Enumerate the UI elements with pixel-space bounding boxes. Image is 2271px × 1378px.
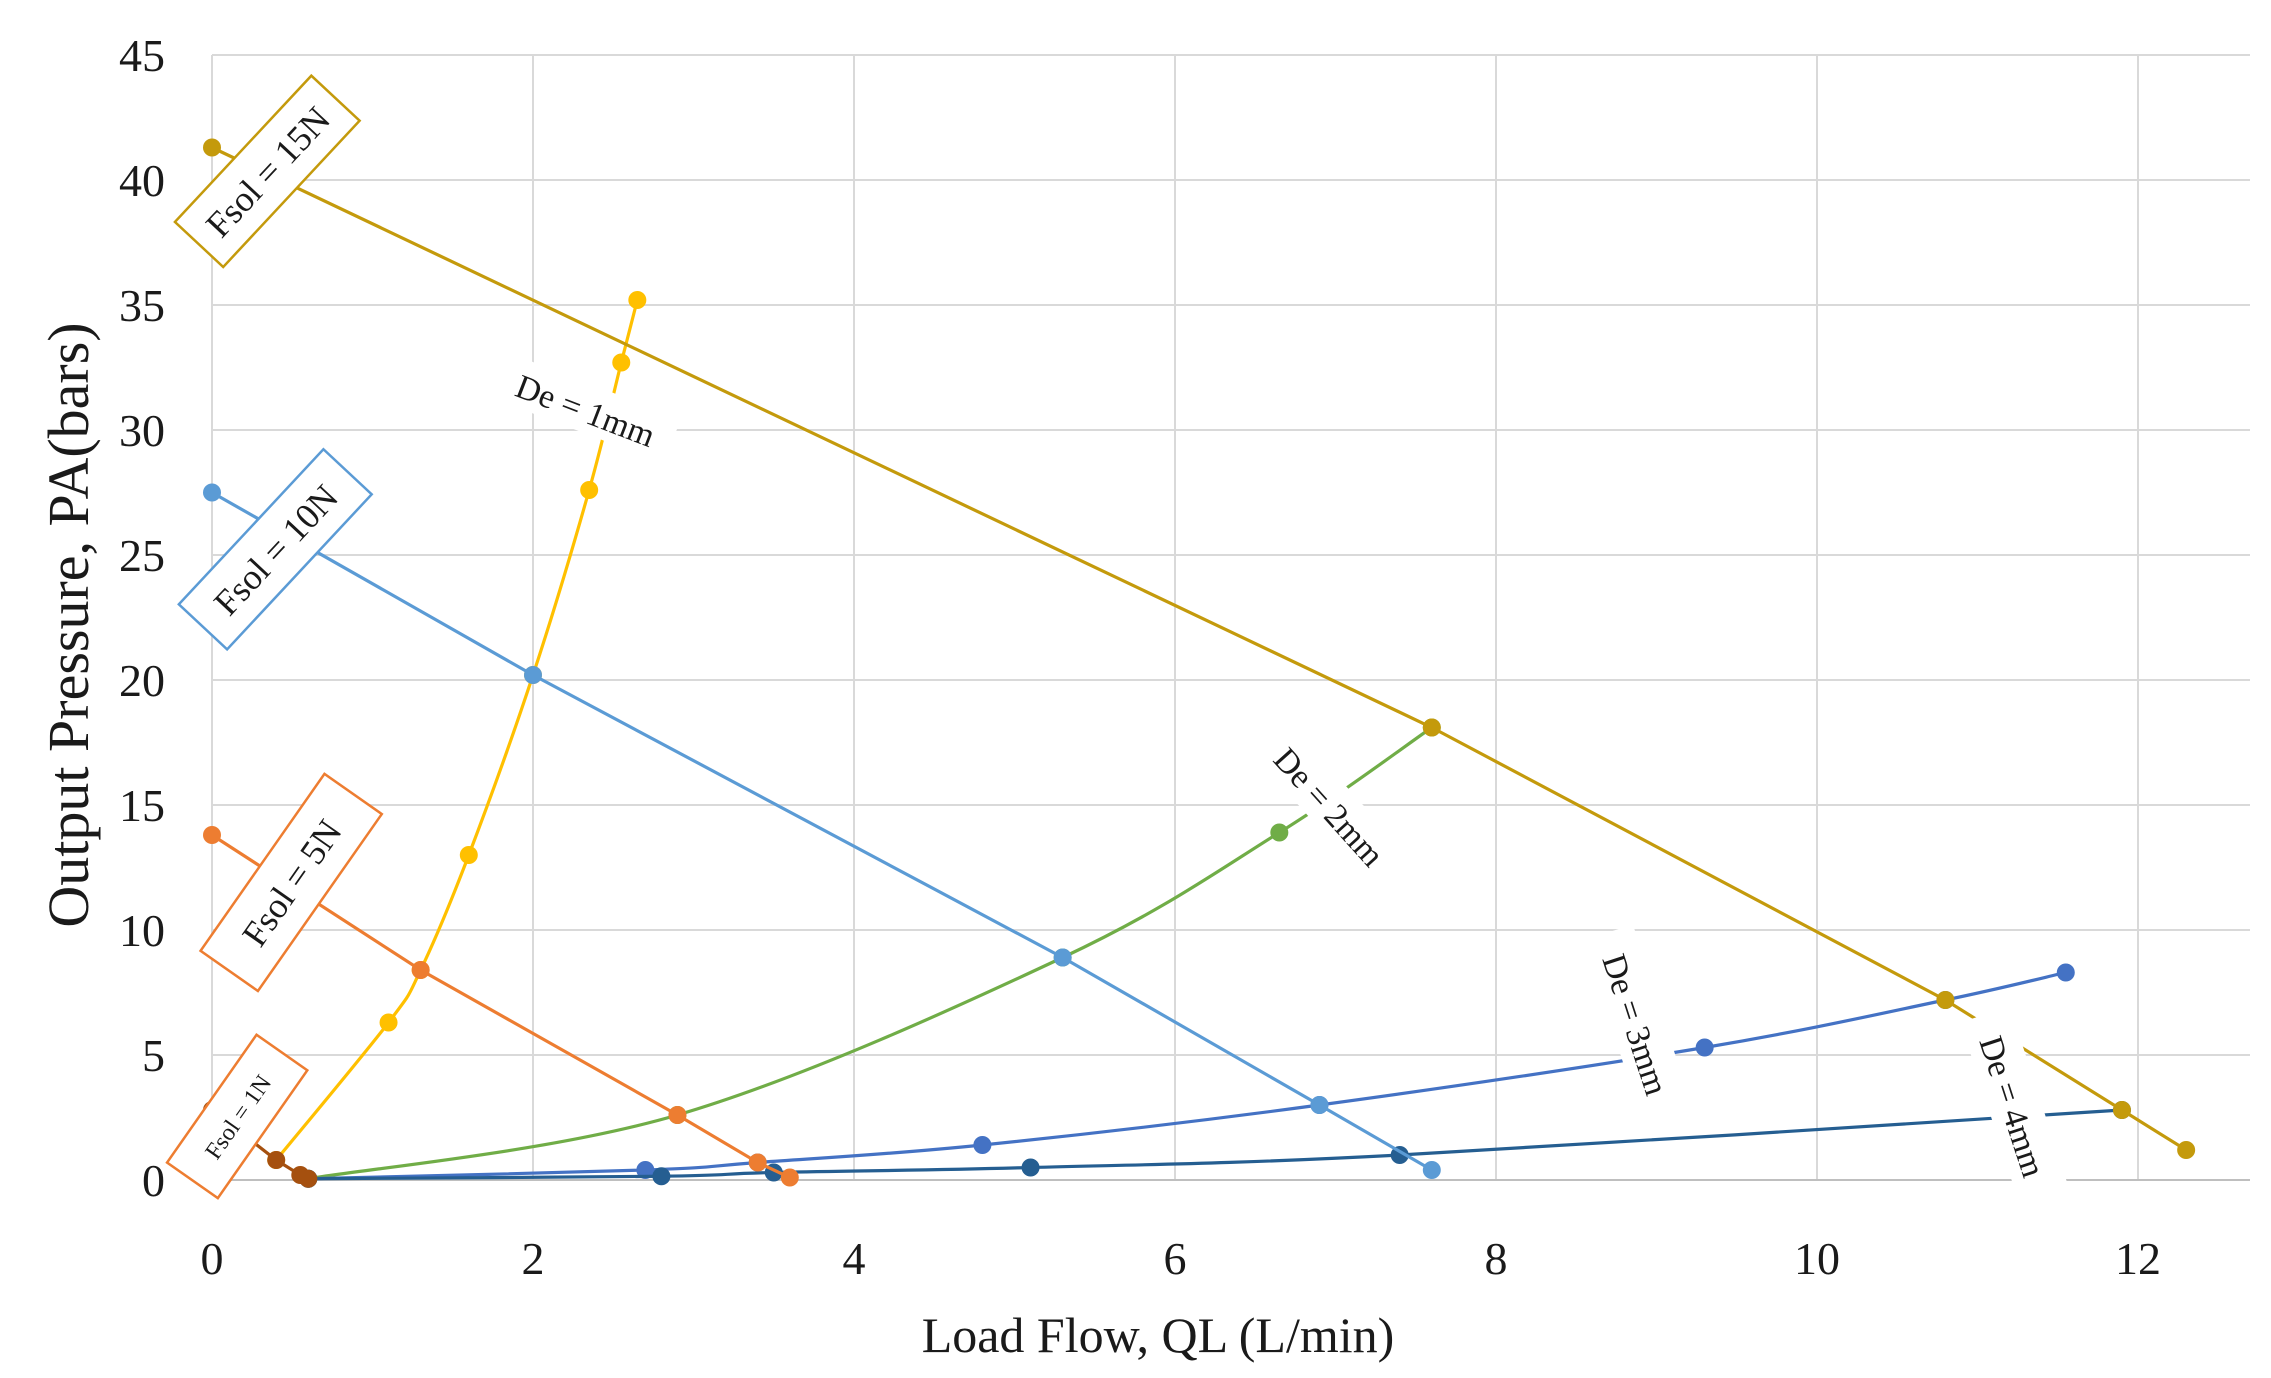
y-tick-label: 40 — [119, 155, 165, 206]
data-point-de-3mm — [973, 1136, 992, 1154]
series-fsol-15n — [203, 138, 2196, 1159]
data-point-fsol-15n — [203, 138, 221, 157]
data-point-fsol-10n — [1053, 948, 1072, 967]
data-point-de-1mm — [628, 291, 647, 309]
data-point-fsol-5n — [411, 961, 430, 979]
series-line-de-2mm — [308, 726, 1433, 1181]
data-point-de-1mm — [459, 846, 478, 864]
y-axis-ticks: 0 5 10 15 20 25 30 35 40 45 — [119, 30, 165, 1206]
x-tick-label: 12 — [2115, 1233, 2161, 1284]
data-point-de-3mm — [1695, 1038, 1714, 1057]
series-fsol-10n — [203, 483, 1441, 1179]
x-tick-label: 6 — [1164, 1233, 1187, 1284]
data-point-fsol-15n — [1422, 718, 1441, 737]
data-point-fsol-5n — [668, 1106, 687, 1124]
y-tick-label: 10 — [119, 905, 165, 956]
data-point-de-2mm — [1270, 823, 1289, 842]
x-tick-label: 2 — [522, 1233, 545, 1284]
data-point-de-4mm — [652, 1167, 671, 1186]
data-point-fsol-10n — [524, 666, 542, 684]
data-point-fsol-10n — [1310, 1096, 1329, 1114]
data-point-fsol-15n — [2112, 1101, 2131, 1119]
data-point-fsol-15n — [2177, 1141, 2196, 1159]
data-point-fsol-10n — [203, 483, 221, 502]
series-line-de-4mm — [308, 1108, 2123, 1181]
data-point-fsol-15n — [1936, 991, 1955, 1009]
data-point-fsol-5n — [780, 1168, 799, 1187]
x-tick-label: 8 — [1485, 1233, 1508, 1284]
data-point-fsol-1n — [267, 1151, 286, 1169]
y-tick-label: 15 — [119, 780, 165, 831]
data-point-fsol-10n — [1422, 1161, 1441, 1179]
y-tick-label: 30 — [119, 405, 165, 456]
data-point-de-3mm — [2056, 963, 2075, 982]
data-point-fsol-5n — [748, 1153, 767, 1172]
y-tick-label: 45 — [119, 30, 165, 81]
y-tick-label: 5 — [142, 1030, 165, 1081]
data-point-de-1mm — [379, 1013, 398, 1032]
x-tick-label: 10 — [1794, 1233, 1840, 1284]
data-point-de-4mm — [1021, 1158, 1040, 1177]
data-point-de-3mm — [636, 1161, 655, 1179]
y-axis-title: Output Pressure, PA(bars) — [36, 322, 101, 927]
y-tick-label: 35 — [119, 280, 165, 331]
data-point-fsol-1n — [299, 1169, 318, 1188]
x-axis-ticks: 0 2 4 6 8 10 12 — [201, 1233, 2162, 1284]
x-tick-label: 4 — [843, 1233, 866, 1284]
series-fsol-5n — [203, 826, 799, 1187]
data-point-de-1mm — [612, 353, 631, 372]
x-tick-label: 0 — [201, 1233, 224, 1284]
y-tick-label: 20 — [119, 655, 165, 706]
x-axis-title: Load Flow, QL (L/min) — [922, 1307, 1395, 1363]
data-point-fsol-5n — [203, 826, 221, 844]
data-point-de-1mm — [580, 481, 599, 499]
y-tick-label: 25 — [119, 530, 165, 581]
y-tick-label: 0 — [142, 1155, 165, 1206]
